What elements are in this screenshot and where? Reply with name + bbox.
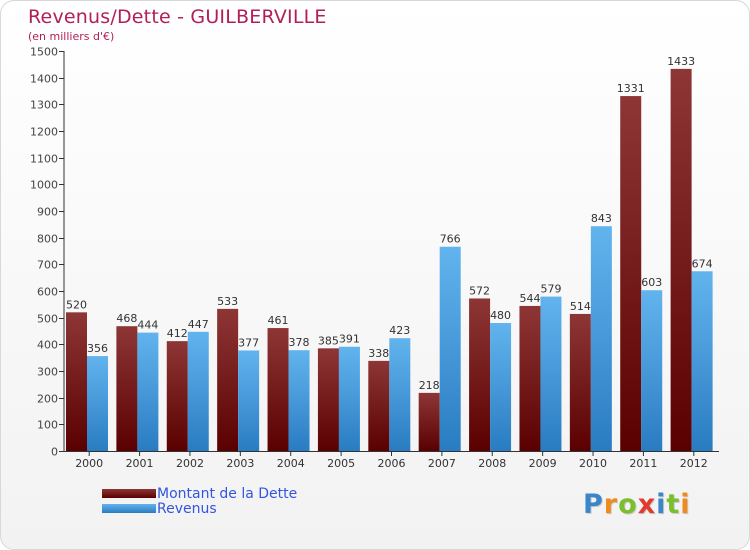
y-tick-label: 1200 [30, 126, 58, 139]
y-tick-label: 100 [37, 419, 58, 432]
legend-swatch-debt [102, 489, 156, 498]
y-tick-label: 900 [37, 206, 58, 219]
legend-item-debt: Montant de la Dette [102, 486, 297, 501]
y-tick-label: 1500 [30, 46, 58, 59]
bar-dette [217, 308, 239, 451]
x-tick-label: 2002 [176, 457, 204, 470]
bar-dette [620, 96, 642, 452]
data-label: 1433 [667, 55, 695, 68]
chart-subtitle: (en milliers d'€) [28, 30, 115, 43]
bar-dette [317, 348, 339, 451]
bar-revenus [439, 246, 461, 451]
data-label: 412 [167, 327, 188, 340]
bar-revenus [288, 350, 310, 451]
x-tick-label: 2005 [327, 457, 355, 470]
y-tick-label: 800 [37, 233, 58, 246]
y-tick-label: 300 [37, 366, 58, 379]
bar-dette [66, 312, 87, 451]
data-label: 447 [188, 318, 209, 331]
bar-revenus [490, 323, 512, 451]
bar-revenus [641, 290, 663, 451]
data-label: 480 [490, 309, 511, 322]
y-tick-label: 1400 [30, 73, 58, 86]
y-tick-label: 200 [37, 393, 58, 406]
y-axis: 0 100 200 300 400 500 600 700 800 900 1000 1100 1200… [30, 46, 65, 459]
data-label: 468 [116, 312, 137, 325]
bar-dette [267, 328, 289, 451]
data-label: 579 [540, 283, 561, 296]
bar-dette [569, 313, 591, 451]
data-label: 766 [440, 233, 461, 246]
data-label: 603 [641, 276, 662, 289]
data-label: 423 [389, 324, 410, 337]
bar-revenus [691, 271, 713, 451]
data-label: 461 [268, 314, 289, 327]
y-tick-label: 1100 [30, 153, 58, 166]
data-label: 843 [591, 212, 612, 225]
legend: Montant de la Dette Revenus [102, 486, 297, 516]
x-tick-label: 2004 [277, 457, 305, 470]
bar-dette [116, 326, 138, 451]
data-label: 356 [87, 342, 108, 355]
chart-title: Revenus/Dette - GUILBERVILLE [28, 6, 327, 28]
proxiti-logo: Proxiti [583, 489, 691, 520]
x-tick-label: 2009 [529, 457, 557, 470]
data-label: 674 [692, 257, 713, 270]
x-tick-label: 2003 [226, 457, 254, 470]
data-label: 514 [570, 300, 591, 313]
data-label: 218 [419, 379, 440, 392]
data-label: 391 [339, 333, 360, 346]
x-tick-label: 2010 [579, 457, 607, 470]
bar-revenus [540, 296, 562, 451]
bar-revenus [137, 332, 159, 451]
legend-label-revenus: Revenus [157, 500, 217, 517]
bar-revenus [338, 346, 360, 451]
x-tick-label: 2007 [428, 457, 456, 470]
y-tick-label: 600 [37, 286, 58, 299]
data-label: 1331 [617, 82, 645, 95]
y-tick-label: 0 [51, 446, 58, 459]
x-axis: 2000 2001 2002 2003 2004 2005 2006 2007 2008 2009… [64, 451, 719, 470]
data-label: 377 [238, 336, 259, 349]
bar-dette [166, 341, 188, 451]
data-label: 520 [66, 298, 87, 311]
bar-dette [368, 360, 390, 451]
x-tick-label: 2012 [680, 457, 708, 470]
bar-revenus [187, 331, 209, 451]
x-tick-label: 2008 [478, 457, 506, 470]
legend-item-revenus: Revenus [102, 501, 297, 516]
bar-revenus [87, 356, 108, 451]
bar-revenus [590, 226, 612, 451]
x-tick-label: 2000 [75, 457, 103, 470]
data-label: 533 [217, 295, 238, 308]
data-label: 338 [368, 347, 389, 360]
x-tick-label: 2006 [378, 457, 406, 470]
bar-dette [418, 392, 440, 451]
y-tick-label: 1300 [30, 99, 58, 112]
x-tick-label: 2011 [629, 457, 657, 470]
bars [66, 68, 713, 452]
y-tick-label: 400 [37, 339, 58, 352]
bar-dette [469, 298, 491, 451]
data-label: 444 [137, 319, 158, 332]
bar-revenus [389, 338, 411, 451]
data-label: 378 [289, 336, 310, 349]
data-label: 385 [318, 334, 339, 347]
x-tick-label: 2001 [126, 457, 154, 470]
bar-dette [670, 68, 692, 451]
data-label: 572 [469, 284, 490, 297]
y-tick-label: 700 [37, 259, 58, 272]
legend-label-debt: Montant de la Dette [157, 485, 298, 502]
bar-dette [519, 305, 541, 451]
y-tick-label: 1000 [30, 179, 58, 192]
data-label: 544 [519, 292, 540, 305]
y-tick-label: 500 [37, 313, 58, 326]
bar-revenus [238, 350, 260, 451]
legend-swatch-revenus [102, 504, 156, 513]
